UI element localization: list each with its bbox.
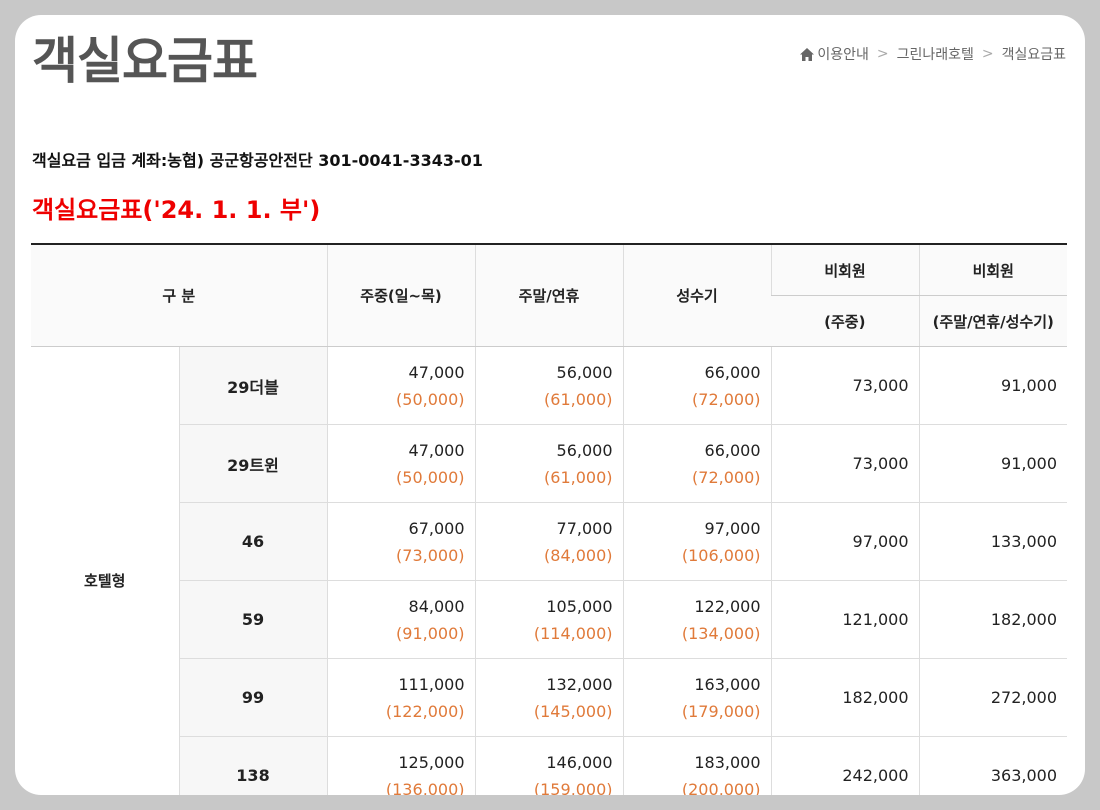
room-type: 29더블 bbox=[178, 346, 328, 425]
room-type: 138 bbox=[178, 736, 328, 795]
table-row: 29트윈 47,000 (50,000) 56,000 (61,000) 66,00… bbox=[31, 424, 1068, 503]
header-category: 구 분 bbox=[31, 244, 328, 347]
nonmember-weekend-rate: 363,000 bbox=[918, 736, 1068, 795]
weekday-rate: 47,000 (50,000) bbox=[326, 424, 476, 503]
nonmember-weekday-rate: 73,000 bbox=[770, 424, 920, 503]
rate-value: 183,000 bbox=[694, 752, 761, 772]
account-info: 객실요금 입금 계좌:농협) 공군항공안전단 301-0041-3343-01 bbox=[32, 151, 483, 170]
weekend-rate: 146,000 (159,000) bbox=[474, 736, 624, 796]
nonmember-weekend-rate: 133,000 bbox=[918, 502, 1068, 581]
rate-heading: 객실요금표('24. 1. 1. 부') bbox=[32, 196, 321, 224]
rate-alt-value: (73,000) bbox=[396, 545, 465, 565]
weekday-rate: 84,000 (91,000) bbox=[326, 580, 476, 659]
nonmember-weekend-rate: 182,000 bbox=[918, 580, 1068, 659]
nonmember-weekend-rate: 91,000 bbox=[918, 424, 1068, 503]
breadcrumb-separator: > bbox=[876, 46, 889, 62]
rate-alt-value: (122,000) bbox=[385, 701, 465, 721]
nonmember-weekday-rate: 182,000 bbox=[770, 658, 920, 737]
rate-value: 56,000 bbox=[556, 362, 613, 382]
table-row: 99 111,000 (122,000) 132,000 (145,000) 163… bbox=[31, 658, 1068, 737]
peak-rate: 66,000 (72,000) bbox=[622, 424, 772, 503]
rate-alt-value: (50,000) bbox=[396, 467, 465, 487]
room-type: 59 bbox=[178, 580, 328, 659]
nonmember-weekend-rate: 91,000 bbox=[918, 346, 1068, 425]
rate-alt-value: (50,000) bbox=[396, 389, 465, 409]
table-row: 138 125,000 (136,000) 146,000 (159,000) 18… bbox=[31, 736, 1068, 796]
rate-value: 47,000 bbox=[408, 362, 465, 382]
header-peak: 성수기 bbox=[622, 244, 772, 347]
weekend-rate: 132,000 (145,000) bbox=[474, 658, 624, 737]
rate-alt-value: (106,000) bbox=[681, 545, 761, 565]
nonmember-weekend-rate: 272,000 bbox=[918, 658, 1068, 737]
rate-value: 97,000 bbox=[704, 518, 761, 538]
rate-table: 구 분 주중(일~목) 주말/연휴 성수기 비회원 비회원 (주중) (주말/연… bbox=[31, 243, 1068, 796]
home-icon[interactable] bbox=[800, 47, 815, 61]
rate-alt-value: (145,000) bbox=[533, 701, 613, 721]
breadcrumb: 이용안내 > 그린나래호텔 > 객실요금표 bbox=[800, 44, 1066, 64]
breadcrumb-separator: > bbox=[981, 46, 994, 62]
rate-value: 132,000 bbox=[546, 674, 613, 694]
breadcrumb-item-rates[interactable]: 객실요금표 bbox=[1001, 47, 1066, 63]
rate-alt-value: (200,000) bbox=[681, 779, 761, 796]
rate-value: 122,000 bbox=[694, 596, 761, 616]
peak-rate: 163,000 (179,000) bbox=[622, 658, 772, 737]
weekday-rate: 125,000 (136,000) bbox=[326, 736, 476, 796]
peak-rate: 183,000 (200,000) bbox=[622, 736, 772, 796]
rate-value: 105,000 bbox=[546, 596, 613, 616]
breadcrumb-item-guide[interactable]: 이용안내 bbox=[817, 47, 869, 63]
rate-alt-value: (61,000) bbox=[544, 389, 613, 409]
weekend-rate: 77,000 (84,000) bbox=[474, 502, 624, 581]
rate-alt-value: (91,000) bbox=[396, 623, 465, 643]
weekend-rate: 56,000 (61,000) bbox=[474, 346, 624, 425]
room-type: 29트윈 bbox=[178, 424, 328, 503]
rate-alt-value: (72,000) bbox=[692, 389, 761, 409]
header-nonmember-weekday: (주중) bbox=[771, 295, 920, 347]
header-weekday: 주중(일~목) bbox=[326, 244, 476, 347]
rate-value: 146,000 bbox=[546, 752, 613, 772]
nonmember-weekday-rate: 73,000 bbox=[770, 346, 920, 425]
rate-value: 67,000 bbox=[408, 518, 465, 538]
rate-value: 47,000 bbox=[408, 440, 465, 460]
table-row: 46 67,000 (73,000) 77,000 (84,000) 97,000 (… bbox=[31, 502, 1068, 581]
weekday-rate: 111,000 (122,000) bbox=[326, 658, 476, 737]
room-type: 46 bbox=[178, 502, 328, 581]
breadcrumb-item-hotel[interactable]: 그린나래호텔 bbox=[896, 47, 974, 63]
header-nonmember-weekend-peak: (주말/연휴/성수기) bbox=[918, 295, 1068, 347]
rate-alt-value: (114,000) bbox=[533, 623, 613, 643]
rate-alt-value: (72,000) bbox=[692, 467, 761, 487]
weekday-rate: 47,000 (50,000) bbox=[326, 346, 476, 425]
rate-alt-value: (84,000) bbox=[544, 545, 613, 565]
table-row: 59 84,000 (91,000) 105,000 (114,000) 122,0… bbox=[31, 580, 1068, 659]
rate-alt-value: (134,000) bbox=[681, 623, 761, 643]
rate-value: 66,000 bbox=[704, 362, 761, 382]
weekend-rate: 56,000 (61,000) bbox=[474, 424, 624, 503]
nonmember-weekday-rate: 97,000 bbox=[770, 502, 920, 581]
peak-rate: 122,000 (134,000) bbox=[622, 580, 772, 659]
rate-alt-value: (159,000) bbox=[533, 779, 613, 796]
peak-rate: 97,000 (106,000) bbox=[622, 502, 772, 581]
rate-value: 111,000 bbox=[398, 674, 465, 694]
rate-alt-value: (179,000) bbox=[681, 701, 761, 721]
header-weekend: 주말/연휴 bbox=[474, 244, 624, 347]
header-nonmember: 비회원 bbox=[770, 244, 920, 296]
room-type: 99 bbox=[178, 658, 328, 737]
weekday-rate: 67,000 (73,000) bbox=[326, 502, 476, 581]
nonmember-weekday-rate: 242,000 bbox=[770, 736, 920, 795]
rate-alt-value: (61,000) bbox=[544, 467, 613, 487]
category-cell: 호텔형 bbox=[31, 346, 179, 795]
weekend-rate: 105,000 (114,000) bbox=[474, 580, 624, 659]
rate-value: 66,000 bbox=[704, 440, 761, 460]
peak-rate: 66,000 (72,000) bbox=[622, 346, 772, 425]
rate-value: 163,000 bbox=[694, 674, 761, 694]
content-card: 객실요금표 이용안내 > 그린나래호텔 > 객실요금표 객실요금 입금 계좌:농… bbox=[15, 15, 1085, 795]
nonmember-weekday-rate: 121,000 bbox=[770, 580, 920, 659]
rate-value: 84,000 bbox=[408, 596, 465, 616]
rate-value: 77,000 bbox=[556, 518, 613, 538]
header-nonmember: 비회원 bbox=[918, 244, 1068, 296]
rate-value: 125,000 bbox=[398, 752, 465, 772]
rate-alt-value: (136,000) bbox=[385, 779, 465, 796]
page-title: 객실요금표 bbox=[32, 32, 258, 90]
rate-value: 56,000 bbox=[556, 440, 613, 460]
table-row: 호텔형 29더블 47,000 (50,000) 56,000 (61,000) 6… bbox=[31, 346, 1068, 795]
